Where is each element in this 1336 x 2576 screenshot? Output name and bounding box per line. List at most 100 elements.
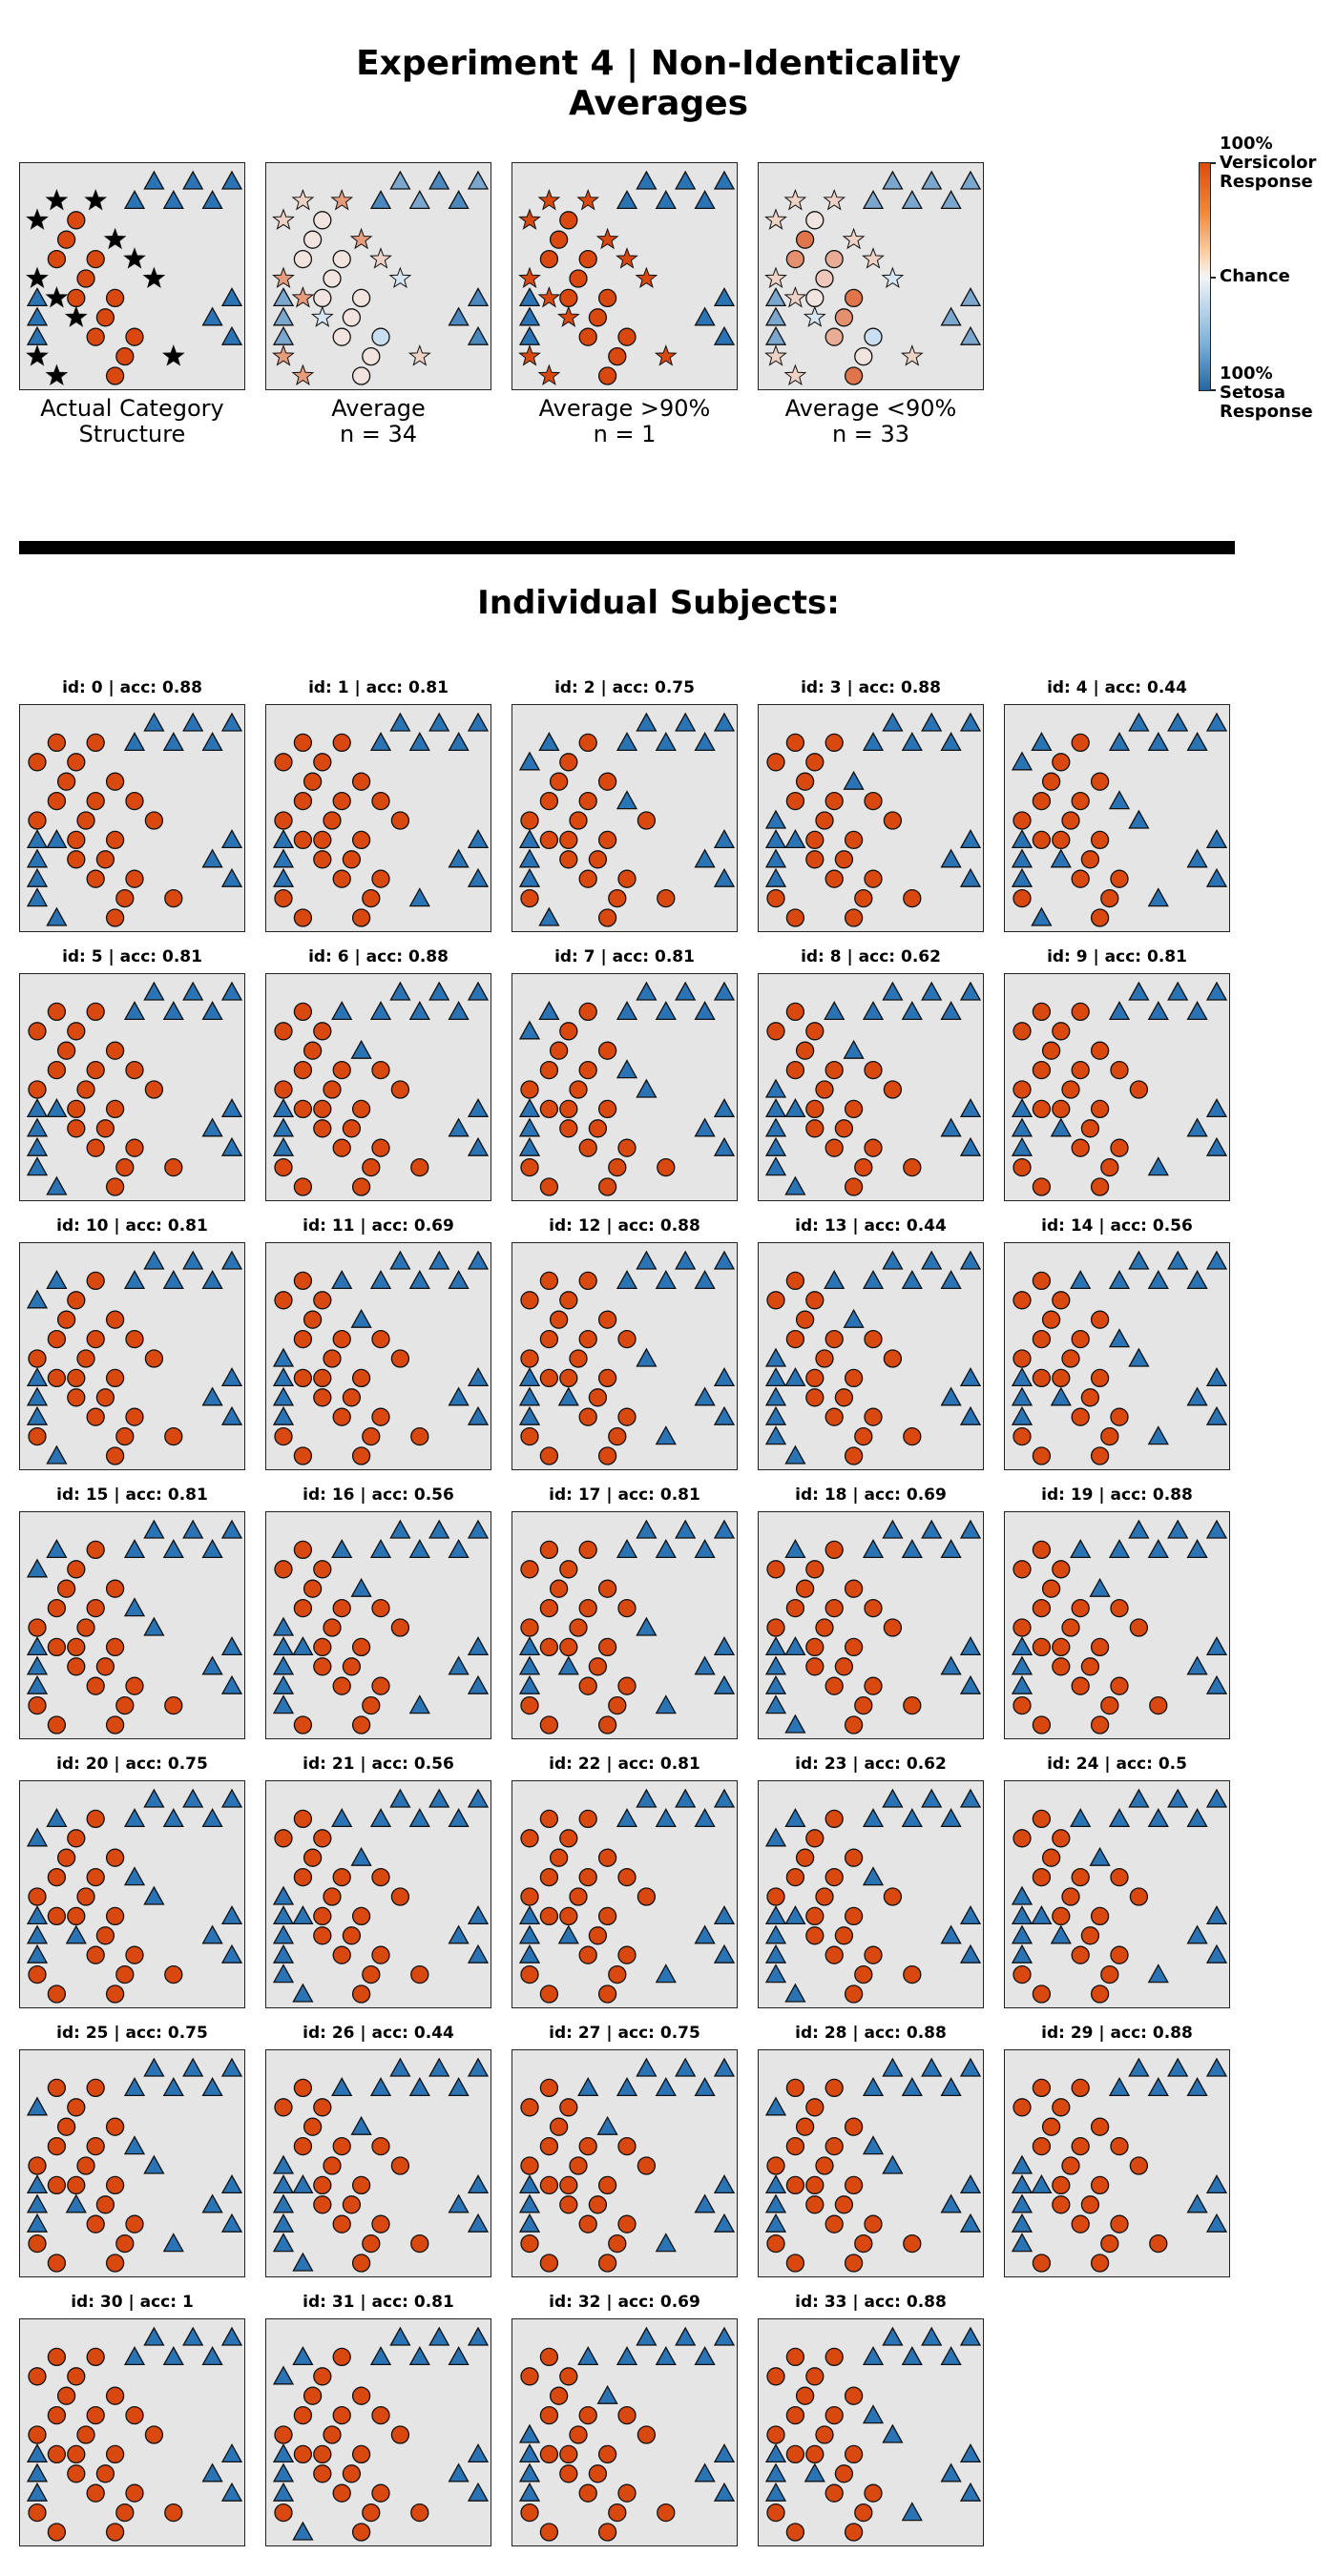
category-b-point <box>467 1788 490 1808</box>
category-a-point <box>1090 1906 1110 1926</box>
category-a-point <box>1090 1984 1110 2004</box>
category-a-point <box>1061 1887 1080 1906</box>
ambiguous-star-point <box>161 344 185 366</box>
category-b-point <box>162 732 184 752</box>
category-a-point <box>834 2195 854 2214</box>
response-versicolor-point <box>844 1848 864 1867</box>
response-setosa-point <box>616 790 638 810</box>
response-versicolor-point <box>1012 1291 1032 1310</box>
category-a-point <box>351 2523 371 2542</box>
ambiguous-star-point <box>45 188 69 211</box>
category-a-point <box>1100 1695 1119 1715</box>
category-a-point <box>105 1715 125 1735</box>
category-b-point <box>272 2443 295 2463</box>
subject-title: id: 21 | acc: 0.56 <box>303 1755 454 1774</box>
category-a-point <box>115 1964 135 1984</box>
category-a-point <box>559 2367 578 2386</box>
category-a-point <box>805 1637 825 1657</box>
category-b-point <box>467 2057 490 2077</box>
response-versicolor-point <box>313 1657 332 1676</box>
category-b-point <box>428 170 450 190</box>
category-a-point <box>588 308 608 327</box>
category-b-point <box>1186 1117 1208 1137</box>
response-versicolor-point <box>864 791 883 811</box>
category-b-point <box>1011 829 1033 849</box>
response-versicolor-point <box>313 1119 332 1138</box>
ambiguous-star-point <box>388 266 412 289</box>
category-b-point <box>655 1808 677 1828</box>
category-b-point <box>162 1808 184 1828</box>
response-versicolor-point <box>47 1637 67 1657</box>
category-a-point <box>313 2367 332 2386</box>
category-a-point <box>805 288 825 308</box>
response-versicolor-point <box>390 2156 410 2175</box>
category-b-point <box>408 732 430 752</box>
response-setosa-point <box>764 2096 787 2116</box>
category-b-point <box>448 1001 470 1021</box>
category-b-point <box>220 2057 243 2077</box>
category-b-point <box>1011 1117 1033 1137</box>
category-a-point <box>844 2523 864 2542</box>
category-a-point <box>86 2214 105 2233</box>
category-b-point <box>448 732 470 752</box>
category-a-point <box>864 1138 883 1157</box>
section-divider <box>19 541 1235 554</box>
subject-title: id: 24 | acc: 0.5 <box>1047 1755 1187 1774</box>
category-a-point <box>1080 1657 1100 1676</box>
category-a-point <box>805 1560 825 1579</box>
category-a-point <box>56 230 76 249</box>
response-versicolor-point <box>785 2175 805 2195</box>
category-b-point <box>675 1788 697 1808</box>
response-versicolor-point <box>47 1906 67 1926</box>
category-a-point <box>805 2444 825 2464</box>
response-versicolor-point <box>1012 1426 1032 1446</box>
category-a-point <box>293 2405 313 2425</box>
category-b-point <box>901 1270 923 1290</box>
category-a-point <box>825 791 844 811</box>
category-a-point <box>303 2117 323 2136</box>
category-b-point <box>616 1539 638 1559</box>
category-a-point <box>1100 1426 1119 1446</box>
response-versicolor-point <box>105 1848 125 1867</box>
category-b-point <box>959 170 982 190</box>
category-a-point <box>105 288 125 308</box>
response-versicolor-point <box>520 888 539 908</box>
category-b-point <box>448 1386 470 1406</box>
category-b-point <box>636 2057 658 2077</box>
category-b-point <box>220 2326 243 2346</box>
category-a-point <box>608 1157 627 1177</box>
category-b-point <box>1108 1539 1131 1559</box>
response-versicolor-point <box>1129 1887 1149 1906</box>
category-b-point <box>1205 1636 1228 1656</box>
category-b-point <box>272 1674 295 1694</box>
response-versicolor-point <box>47 1715 67 1735</box>
response-setosa-point <box>655 2233 677 2253</box>
category-b-point <box>1167 1519 1189 1539</box>
category-a-point <box>1090 1637 1110 1657</box>
response-versicolor-point <box>1032 1177 1052 1196</box>
response-setosa-point <box>843 770 865 790</box>
response-setosa-point <box>46 1175 68 1195</box>
response-versicolor-point <box>28 1618 47 1637</box>
category-b-point <box>467 1098 490 1118</box>
category-b-point <box>26 325 49 345</box>
category-b-point <box>636 170 658 190</box>
response-versicolor-point <box>539 2347 559 2367</box>
category-a-point <box>844 2254 864 2273</box>
category-b-point <box>940 1270 962 1290</box>
category-b-point <box>26 287 49 307</box>
response-versicolor-point <box>657 1157 676 1177</box>
response-setosa-point <box>331 1808 353 1828</box>
category-b-point <box>26 2193 49 2213</box>
category-b-point <box>467 325 490 345</box>
response-versicolor-point <box>1012 1618 1032 1637</box>
category-b-point <box>201 1655 223 1675</box>
category-b-point <box>26 2174 49 2194</box>
category-b-point <box>1011 2212 1033 2233</box>
category-a-point <box>47 1598 67 1618</box>
category-a-point <box>1100 1157 1119 1177</box>
response-setosa-point <box>764 1827 787 1847</box>
ambiguous-star-point <box>272 208 295 230</box>
category-b-point <box>143 2326 165 2346</box>
category-a-point <box>47 249 67 269</box>
